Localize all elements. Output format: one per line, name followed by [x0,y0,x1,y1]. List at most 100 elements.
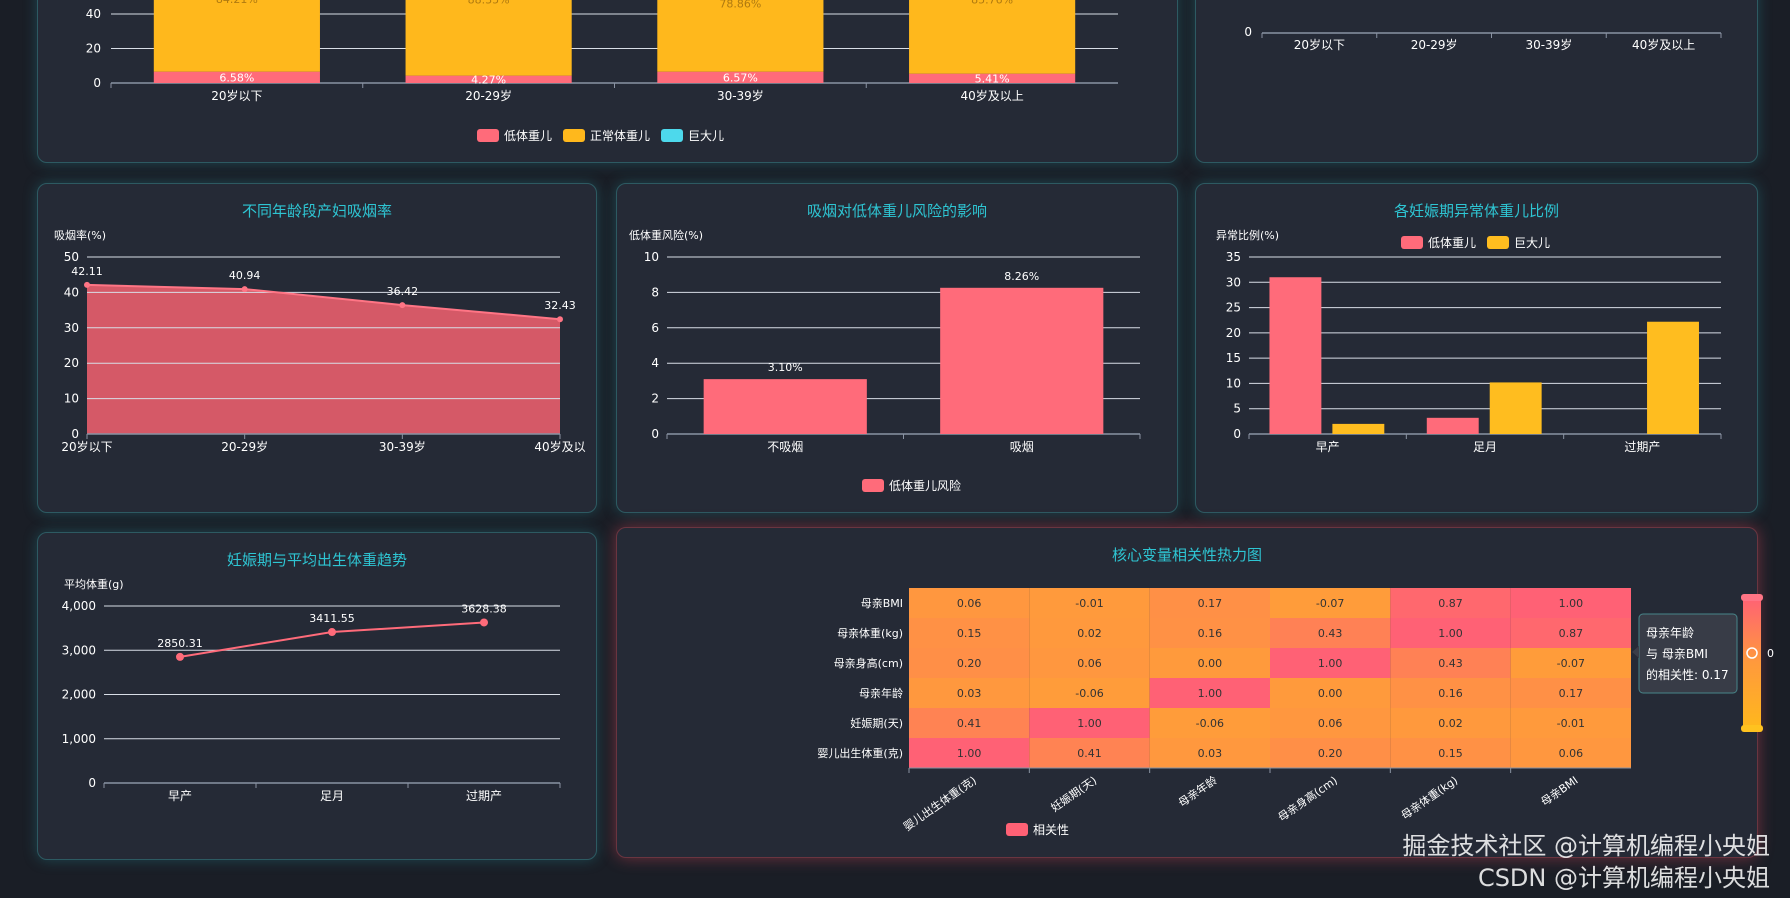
chart-title: 各妊娠期异常体重儿比例 [1393,202,1559,220]
bar-正常体重儿 [909,0,1076,74]
heatmap-cell-label: 0.06 [1559,747,1584,760]
heatmap-cell [1390,738,1511,768]
bar-低体重儿 [909,73,1076,83]
heatmap-cell [1270,708,1391,738]
y-tick-label: 母亲身高(cm) [834,656,903,670]
heatmap-cell-label: 0.06 [1077,657,1102,670]
y-tick-label: 5 [1233,402,1241,416]
x-tick-label: 40岁及以 [534,439,585,454]
x-tick-label: 母亲身高(cm) [1275,773,1340,824]
bar-data-label: 88.35% [468,0,510,6]
heatmap-cell [1510,678,1631,708]
heatmap-cell [1149,708,1270,738]
tooltip-line: 母亲年龄 [1646,626,1694,640]
data-label: 3411.55 [309,612,355,625]
heatmap-cell-label: 0.15 [957,627,982,640]
x-tick-label: 20岁以下 [61,439,112,454]
y-tick-label: 10 [64,392,79,406]
series-line [179,621,485,658]
x-tick-label: 早产 [168,789,192,803]
bar-低体重儿 [657,71,824,83]
heatmap-cell [1510,648,1631,678]
y-tick-label: 30 [64,321,79,335]
heatmap-cell [1029,678,1150,708]
heatmap-cell-label: 0.43 [1318,627,1343,640]
heatmap-cell [909,588,1030,618]
bar-data-label: 3.10% [768,361,803,374]
chart-title: 核心变量相关性热力图 [1111,546,1262,564]
y-tick-label: 0 [71,427,79,441]
x-tick-label: 20-29岁 [221,439,268,454]
y-tick-label: 0 [1244,25,1252,39]
heatmap-cell-label: 0.87 [1559,627,1584,640]
visual-map-top-handle[interactable] [1741,594,1763,601]
tooltip-line: 与 母亲BMI [1646,647,1708,661]
bar-低体重儿 [405,75,572,83]
x-tick-label: 不吸烟 [767,440,803,454]
heatmap-cell-label: 0.17 [1198,597,1223,610]
x-tick-label: 母亲BMI [1538,773,1581,809]
x-tick-label: 妊娠期(天) [1048,773,1099,815]
legend-swatch [862,479,884,492]
gestation-weight-chart: 0 1,000 2,000 3,000 4,000 早产 足月 过期产 平均体重(g) 2850.… [62,577,561,803]
x-tick-label: 30-39岁 [1525,37,1572,52]
y-tick-label: 20 [1226,326,1241,340]
x-tick-label: 吸烟 [1010,440,1034,454]
bar-巨大儿 [1489,382,1542,434]
y-tick-label: 4 [651,356,659,370]
heatmap-cell [1510,738,1631,768]
heatmap-cell [1149,678,1270,708]
heatmap-cell-label: 0.41 [1077,747,1102,760]
bar-低体重儿 [1426,417,1479,434]
heatmap-cell [1270,618,1391,648]
y-tick-label: 6 [651,321,659,335]
heatmap-cell-label: 0.20 [1318,747,1343,760]
heatmap-cell-label: -0.01 [1557,717,1585,730]
legend-label: 相关性 [1033,823,1069,837]
age-weight-distribution-chart: 0 20 40 6.58% 84.21% 20岁以下 4.27% 88.35% 20-29岁 6.… [86,0,1118,143]
panel-smoking-risk: 吸烟对低体重儿风险的影响 0 2 4 6 8 10 不吸烟 吸烟 低体重风险(%) 3.10% 8.… [616,183,1178,513]
heatmap-cell [1270,678,1391,708]
bar-data-label: 6.57% [723,71,758,84]
heatmap-cell-label: 1.00 [1559,597,1584,610]
y-tick-label: 婴儿出生体重(克) [817,746,903,760]
data-point [557,316,563,323]
heatmap-cell-label: -0.07 [1316,597,1344,610]
heatmap-cell [909,678,1030,708]
panel-correlation-heatmap: 核心变量相关性热力图 0.06 -0.01 0.17 -0.07 0.87 1.00 0.1… [616,527,1774,858]
heatmap-cell [909,708,1030,738]
y-tick-label: 母亲年龄 [859,686,903,700]
heatmap-cell [1029,648,1150,678]
heatmap-cell [1270,588,1391,618]
chart-title: 妊娠期与平均出生体重趋势 [226,551,407,569]
smoking-rate-chart: 0 10 20 30 40 50 20岁以下 20-29岁 30-39岁 40岁及以 吸烟率(%) 4… [54,228,586,454]
legend-swatch [563,129,585,142]
bar-正常体重儿 [153,0,320,72]
visual-map-bar[interactable] [1743,597,1761,729]
heatmap-cell-label: -0.01 [1075,597,1103,610]
y-tick-label: 3,000 [62,643,96,657]
y-tick-label: 1,000 [62,732,96,746]
bar-data-label: 8.26% [1004,270,1039,283]
heatmap-cell-label: 1.00 [1198,687,1223,700]
heatmap-cell [1390,588,1511,618]
y-tick-label: 0 [88,776,96,790]
bar-正常体重儿 [657,0,824,72]
heatmap-cell-label: 0.06 [957,597,982,610]
x-tick-label: 足月 [1473,440,1497,454]
heatmap-cell [1029,588,1150,618]
x-tick-label: 40岁及以上 [1632,37,1695,52]
legend-swatch [1006,823,1028,836]
heatmap-cell-label: 0.87 [1438,597,1463,610]
y-tick-label: 40 [86,7,101,21]
chart-title: 不同年龄段产妇吸烟率 [241,202,392,220]
panel-smoking-rate: 不同年龄段产妇吸烟率 0 10 20 30 40 50 20岁以下 20-29岁 30-39岁 4… [37,183,597,513]
legend-label: 低体重儿 [504,129,552,143]
x-tick-label: 早产 [1316,440,1340,454]
legend-swatch [1487,236,1509,249]
visual-map-bottom-handle[interactable] [1741,725,1763,732]
top-right-chart: 0 20岁以下 20-29岁 30-39岁 40岁及以上 [1244,25,1722,52]
panel-top-right-chart: 0 20岁以下 20-29岁 30-39岁 40岁及以上 [1195,0,1758,163]
heatmap-cell [1149,618,1270,648]
y-tick-label: 4,000 [62,599,96,613]
